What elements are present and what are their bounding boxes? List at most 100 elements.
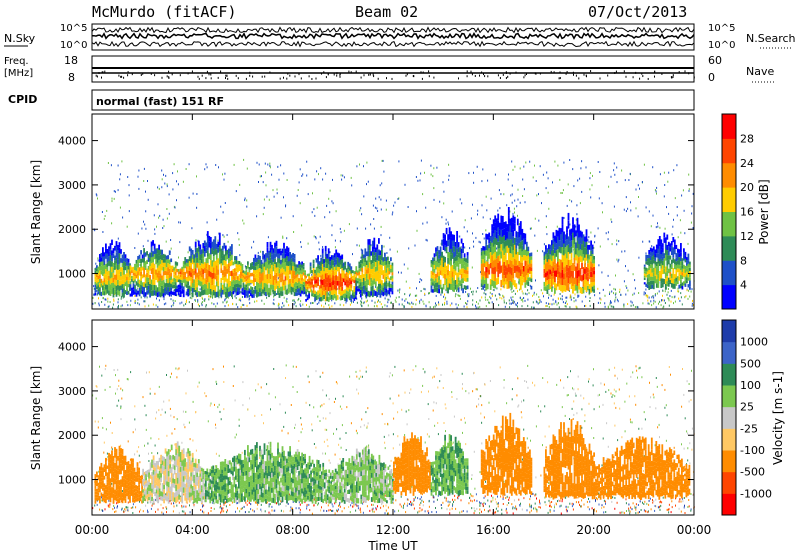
echo-cell — [209, 265, 212, 272]
echo-cell — [453, 280, 455, 287]
echo-cell — [205, 268, 208, 274]
echo-cell — [447, 263, 449, 270]
echo-cell — [295, 292, 297, 296]
colorbar-swatch — [722, 284, 736, 310]
echo-cell — [102, 261, 104, 267]
echo-cell — [683, 268, 685, 273]
echo-cell — [105, 253, 107, 259]
echo-cell — [284, 262, 287, 267]
echo-cell — [155, 248, 157, 254]
echo-cell — [187, 274, 190, 278]
echo-cell — [466, 259, 469, 264]
echo-cell — [326, 282, 329, 287]
echo-cell — [238, 291, 241, 295]
scatter-echo — [608, 185, 610, 188]
echo-cell — [223, 242, 226, 249]
freq-dot — [210, 73, 212, 76]
echo-cell — [164, 258, 166, 263]
scatter-echo — [424, 171, 425, 174]
echo-cell — [317, 255, 319, 260]
echo-cell — [100, 291, 103, 297]
near-range-echo — [510, 288, 512, 291]
near-range-echo — [445, 296, 447, 299]
echo-cell — [292, 261, 294, 266]
echo-cell — [436, 261, 439, 267]
echo-cell — [654, 249, 657, 254]
near-range-echo — [674, 300, 676, 303]
echo-cell — [456, 272, 458, 279]
scatter-echo — [389, 464, 391, 467]
echo-cell — [546, 252, 549, 258]
echo-cell — [661, 260, 664, 266]
echo-cell — [578, 263, 580, 271]
near-range-echo — [610, 301, 612, 304]
echo-cell — [335, 295, 338, 301]
echo-cell — [329, 265, 332, 270]
echo-cell — [194, 268, 197, 274]
near-range-echo — [481, 287, 483, 290]
echo-cell — [181, 282, 184, 286]
echo-cell — [576, 217, 579, 226]
echo-cell — [585, 273, 588, 280]
echo-cell — [296, 267, 299, 271]
echo-cell — [126, 287, 128, 292]
scatter-echo — [147, 239, 149, 242]
echo-cell — [231, 244, 233, 250]
echo-cell — [546, 257, 549, 262]
scatter-echo — [166, 183, 168, 186]
scatter-echo — [572, 168, 574, 171]
near-range-echo — [365, 296, 367, 299]
echo-cell — [126, 258, 128, 262]
echo-cell — [226, 278, 229, 284]
echo-cell — [176, 262, 179, 266]
scatter-echo — [611, 395, 613, 398]
scatter-echo — [600, 382, 602, 385]
near-range-echo — [492, 288, 494, 291]
scatter-echo — [161, 169, 163, 172]
echo-cell — [663, 263, 666, 269]
scatter-echo — [537, 405, 539, 408]
echo-cell — [649, 284, 652, 289]
echo-cell — [680, 265, 682, 271]
echo-cell — [152, 251, 154, 257]
echo-cell — [359, 263, 362, 268]
echo-cell — [669, 280, 672, 285]
echo-cell — [295, 271, 297, 275]
echo-cell — [355, 271, 358, 275]
near-range-echo — [205, 305, 207, 308]
freq-dot — [171, 73, 173, 76]
echo-cell — [512, 271, 515, 279]
echo-cell — [235, 264, 238, 268]
echo-cell — [643, 275, 646, 278]
echo-cell — [444, 240, 446, 246]
scatter-echo — [586, 446, 587, 449]
echo-cell — [181, 266, 184, 270]
echo-cell — [666, 250, 669, 256]
echo-cell — [527, 251, 530, 256]
echo-cell — [146, 277, 148, 282]
echo-cell — [657, 273, 660, 279]
echo-cell — [378, 260, 380, 267]
scatter-echo — [565, 296, 567, 299]
echo-cell — [144, 283, 147, 288]
echo-cell — [582, 247, 585, 255]
near-range-echo — [148, 304, 150, 307]
echo-cell — [438, 280, 440, 285]
scatter-echo — [618, 240, 620, 243]
scatter-echo — [607, 238, 609, 241]
echo-cell — [99, 262, 101, 267]
scatter-echo — [331, 234, 333, 237]
echo-cell — [578, 270, 580, 277]
echo-cell — [663, 279, 666, 285]
scatter-echo — [373, 218, 375, 220]
scatter-echo — [365, 227, 367, 230]
near-range-echo — [399, 291, 400, 294]
echo-cell — [436, 272, 439, 278]
echo-cell — [257, 268, 260, 274]
echo-cell — [486, 267, 489, 273]
freq-dot — [535, 72, 537, 75]
echo-cell — [121, 258, 124, 263]
echo-cell — [670, 245, 673, 251]
echo-cell — [652, 284, 655, 290]
noise-traces — [91, 26, 695, 48]
